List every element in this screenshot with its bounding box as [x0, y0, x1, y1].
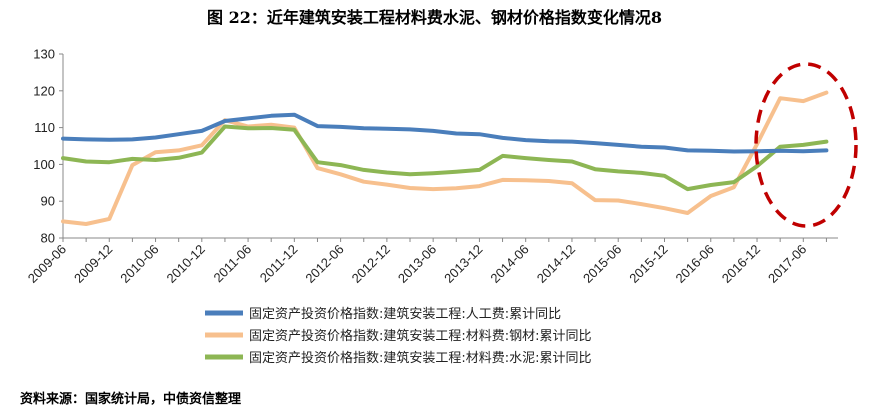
- x-tick-label: 2014-12: [534, 242, 578, 286]
- legend-label-1: 固定资产投资价格指数:建筑安装工程:人工费:累计同比: [249, 306, 561, 322]
- y-tick-label: 80: [41, 231, 55, 246]
- x-tick-label: 2011-12: [257, 242, 301, 286]
- series-lines: [61, 90, 829, 226]
- series-line-2: [61, 90, 829, 226]
- x-tick-label: 2009-06: [25, 242, 69, 286]
- legend-label-3: 固定资产投资价格指数:建筑安装工程:材料费:水泥:累计同比: [249, 350, 592, 366]
- x-tick-label: 2017-06: [765, 242, 809, 286]
- x-tick-label: 2013-06: [395, 242, 439, 286]
- highlight-ellipse: [754, 62, 858, 228]
- x-tick-label: 2016-06: [673, 242, 717, 286]
- y-tick-label: 100: [33, 157, 55, 172]
- legend: 固定资产投资价格指数:建筑安装工程:人工费:累计同比固定资产投资价格指数:建筑安…: [205, 306, 592, 366]
- x-tick-label: 2012-12: [349, 242, 393, 286]
- x-tick-label: 2012-06: [302, 242, 346, 286]
- chart-title: 图 22：近年建筑安装工程材料费水泥、钢材价格指数变化情况8: [207, 8, 662, 27]
- x-tick-label: 2016-12: [719, 242, 763, 286]
- source-note: 资料来源：国家统计局，中债资信整理: [20, 392, 242, 407]
- x-tick-label: 2010-06: [117, 242, 161, 286]
- legend-label-2: 固定资产投资价格指数:建筑安装工程:材料费:钢材:累计同比: [249, 328, 592, 344]
- y-tick-label: 90: [41, 194, 55, 209]
- y-tick-label: 110: [34, 120, 55, 135]
- x-tick-label: 2010-12: [164, 242, 208, 286]
- x-tick-label: 2009-12: [71, 242, 115, 286]
- x-tick-label: 2015-06: [580, 242, 624, 286]
- x-tick-label: 2011-06: [211, 242, 255, 286]
- y-tick-label: 120: [33, 83, 55, 98]
- series-line-3: [61, 124, 829, 192]
- x-tick-label: 2013-12: [441, 242, 485, 286]
- x-tick-label: 2015-12: [626, 242, 670, 286]
- series-line-1: [61, 112, 829, 154]
- x-tick-label: 2014-06: [487, 242, 531, 286]
- y-tick-label: 130: [33, 47, 55, 62]
